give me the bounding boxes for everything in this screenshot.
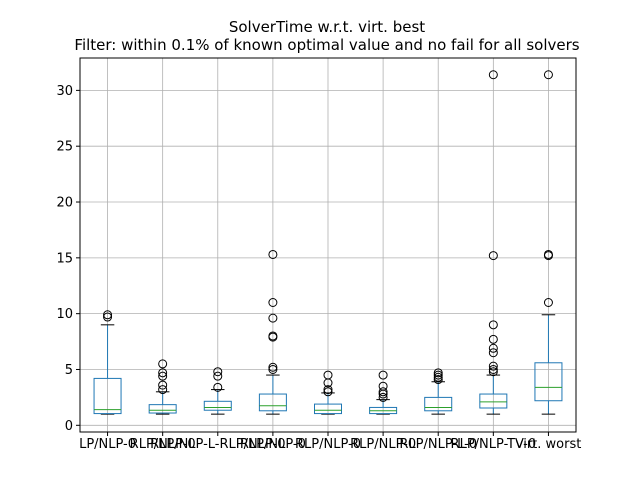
outlier-point xyxy=(378,392,388,402)
outlier-point xyxy=(158,380,168,390)
outlier-point xyxy=(213,367,223,377)
box-group xyxy=(148,359,177,415)
x-tick-label: RLP/NLP-0 xyxy=(350,437,416,452)
outlier-point xyxy=(488,367,498,377)
outlier-point xyxy=(268,331,278,341)
outlier-point xyxy=(103,312,113,322)
iqr-box xyxy=(314,403,342,415)
box-group xyxy=(424,368,453,415)
outlier-point xyxy=(378,370,388,380)
outlier-point xyxy=(543,70,553,80)
outlier-point xyxy=(158,371,168,381)
outlier-point xyxy=(213,371,223,381)
y-tick-label: 0 xyxy=(65,419,73,434)
outlier-point xyxy=(268,362,278,372)
outlier-point xyxy=(378,387,388,397)
outlier-point xyxy=(268,297,278,307)
x-tick-label: RLP/NLP-L-RLP/NLP-0 xyxy=(150,437,285,452)
outlier-point xyxy=(543,297,553,307)
box-group xyxy=(369,370,398,415)
iqr-box xyxy=(479,393,508,409)
outlier-point xyxy=(488,364,498,374)
y-tick-label: 5 xyxy=(65,363,73,378)
iqr-box xyxy=(258,393,287,412)
outlier-point xyxy=(323,385,333,395)
y-tick-label: 30 xyxy=(56,84,73,99)
outlier-point xyxy=(268,364,278,374)
outlier-point xyxy=(433,368,443,378)
box-group xyxy=(203,367,232,415)
outlier-point xyxy=(433,370,443,380)
axes: 051015202530LP/NLP-0RLP/NLP-0RLP/NLP-L-R… xyxy=(56,84,581,452)
outlier-point xyxy=(323,370,333,380)
y-tick-label: 15 xyxy=(56,251,73,266)
outlier-point xyxy=(158,385,168,395)
chart-subtitle: Filter: within 0.1% of known optimal val… xyxy=(74,36,579,54)
box-group xyxy=(258,249,287,415)
x-tick-label: RLP/NLP-0 xyxy=(240,437,306,452)
iqr-box xyxy=(534,362,563,402)
outlier-point xyxy=(488,348,498,358)
outlier-point xyxy=(433,372,443,382)
outlier-point xyxy=(488,343,498,353)
box-group xyxy=(534,70,563,415)
outlier-point xyxy=(323,387,333,397)
x-tick-label: RLP/NLP-0 xyxy=(130,437,196,452)
outlier-point xyxy=(158,368,168,378)
chart-title: SolverTime w.r.t. virt. best xyxy=(229,18,425,36)
outlier-point xyxy=(378,381,388,391)
x-tick-label: RLP/NLP-L-0 xyxy=(399,437,477,452)
outlier-point xyxy=(268,313,278,323)
iqr-box xyxy=(93,377,122,415)
outlier-point xyxy=(488,70,498,80)
grid xyxy=(80,58,576,432)
y-tick-label: 25 xyxy=(56,140,73,155)
box-group xyxy=(314,370,342,415)
outlier-point xyxy=(213,382,223,392)
outlier-point xyxy=(433,375,443,385)
y-tick-label: 10 xyxy=(56,307,73,322)
outlier-point xyxy=(488,251,498,261)
outlier-point xyxy=(488,320,498,330)
x-tick-label: RLP/NLP-TV-0 xyxy=(451,437,537,452)
outlier-point xyxy=(103,310,113,320)
y-tick-label: 20 xyxy=(56,196,73,211)
outlier-point xyxy=(488,361,498,371)
outlier-point xyxy=(158,359,168,369)
iqr-box xyxy=(148,404,177,414)
x-tick-label: LP/NLP-0 xyxy=(79,437,136,452)
outlier-point xyxy=(543,249,553,259)
iqr-box xyxy=(424,396,453,412)
outlier-point xyxy=(488,334,498,344)
x-tick-label: virt. worst xyxy=(516,437,582,452)
box-group xyxy=(479,70,508,415)
box-group xyxy=(93,310,122,415)
x-tick-label: RLP/NLP-0 xyxy=(295,437,361,452)
boxes xyxy=(93,70,563,415)
iqr-box xyxy=(203,400,232,411)
outlier-point xyxy=(268,249,278,259)
